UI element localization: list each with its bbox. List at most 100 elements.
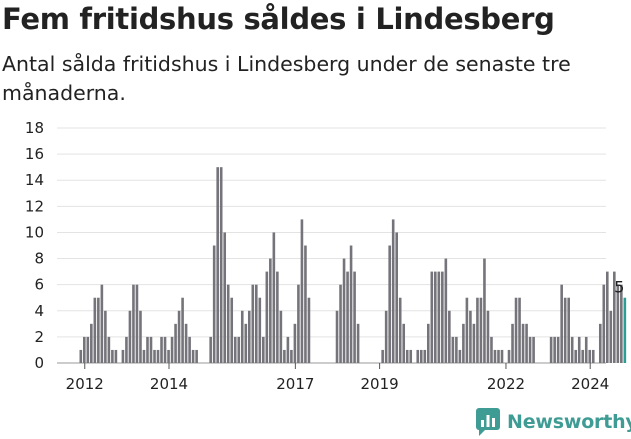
- bar: [434, 271, 437, 363]
- bar: [279, 310, 283, 363]
- bar: [490, 336, 493, 363]
- y-tick-label: 12: [25, 197, 44, 215]
- y-tick-label: 2: [34, 328, 44, 346]
- bar: [588, 349, 592, 363]
- bar: [448, 310, 451, 363]
- bar: [609, 310, 613, 363]
- y-tick-label: 8: [34, 250, 44, 268]
- bar: [251, 284, 255, 363]
- chart-subtitle: Antal sålda fritidshus i Lindesberg unde…: [2, 52, 571, 105]
- bar: [132, 284, 135, 363]
- bar: [283, 349, 286, 363]
- bar: [444, 258, 448, 363]
- bar: [212, 245, 216, 363]
- bar: [405, 349, 409, 363]
- bar: [416, 349, 420, 363]
- bar: [97, 297, 100, 363]
- bar: [598, 323, 602, 363]
- bar: [476, 297, 479, 363]
- bar: [500, 349, 504, 363]
- bar: [188, 336, 191, 363]
- bar: [219, 167, 223, 363]
- bar: [265, 271, 269, 363]
- bar: [153, 349, 156, 363]
- bar: [262, 336, 265, 363]
- bar: [570, 336, 574, 363]
- bar: [486, 310, 490, 363]
- y-tick-label: 16: [25, 145, 44, 163]
- bar: [402, 323, 406, 363]
- bar: [216, 167, 219, 363]
- latest-value-label: 5: [614, 278, 624, 297]
- bar: [104, 310, 107, 363]
- bar: [398, 297, 402, 363]
- bar: [191, 349, 195, 363]
- bar: [233, 336, 237, 363]
- bar: [128, 310, 132, 363]
- bar: [493, 349, 497, 363]
- y-tick-label: 0: [34, 354, 44, 372]
- bar: [181, 297, 184, 363]
- bar: [521, 323, 525, 363]
- x-tick-label: 2012: [66, 375, 104, 393]
- bar: [156, 349, 160, 363]
- bar: [602, 284, 606, 363]
- bar: [349, 245, 353, 363]
- bar: [462, 323, 465, 363]
- bar: [174, 323, 177, 363]
- bar: [247, 310, 251, 363]
- bar: [293, 323, 297, 363]
- bar: [177, 310, 181, 363]
- bar: [230, 297, 234, 363]
- bar: [100, 284, 104, 363]
- x-tick-label: 2017: [276, 375, 314, 393]
- bar: [458, 349, 462, 363]
- bar: [300, 219, 304, 363]
- bar: [121, 349, 125, 363]
- bar: [335, 310, 339, 363]
- bar: [441, 271, 444, 363]
- bar: [244, 323, 248, 363]
- x-tick-label: 2019: [361, 375, 399, 393]
- bar: [616, 284, 620, 363]
- bar: [384, 310, 388, 363]
- bar: [93, 297, 97, 363]
- bar: [184, 323, 188, 363]
- y-tick-label: 10: [25, 223, 44, 241]
- bar: [139, 310, 142, 363]
- bar: [584, 336, 588, 363]
- bar: [307, 297, 311, 363]
- bars: [79, 167, 627, 363]
- bar: [79, 349, 83, 363]
- bar: [430, 271, 434, 363]
- bar: [209, 336, 212, 363]
- bar: [135, 284, 139, 363]
- bar: [483, 258, 486, 363]
- bar: [437, 271, 441, 363]
- bar: [381, 349, 384, 363]
- bar: [591, 349, 595, 363]
- bar-latest: [623, 297, 627, 363]
- bar: [528, 336, 532, 363]
- bar: [297, 284, 300, 363]
- y-tick-label: 6: [34, 276, 44, 294]
- data-labels: 5: [614, 278, 624, 297]
- bar: [388, 245, 391, 363]
- bar: [258, 297, 262, 363]
- bar: [83, 336, 86, 363]
- bar: [472, 323, 476, 363]
- bar: [90, 323, 93, 363]
- bar: [606, 271, 609, 363]
- bar: [391, 219, 395, 363]
- bar: [469, 310, 472, 363]
- bar: [620, 284, 623, 363]
- bar: [163, 336, 167, 363]
- bar: [142, 349, 146, 363]
- bar: [226, 284, 230, 363]
- bar: [346, 271, 349, 363]
- newsworthy-logo-icon: [476, 408, 500, 436]
- bar: [339, 284, 342, 363]
- bar: [426, 323, 430, 363]
- bar: [518, 297, 521, 363]
- y-tick-label: 18: [25, 119, 44, 137]
